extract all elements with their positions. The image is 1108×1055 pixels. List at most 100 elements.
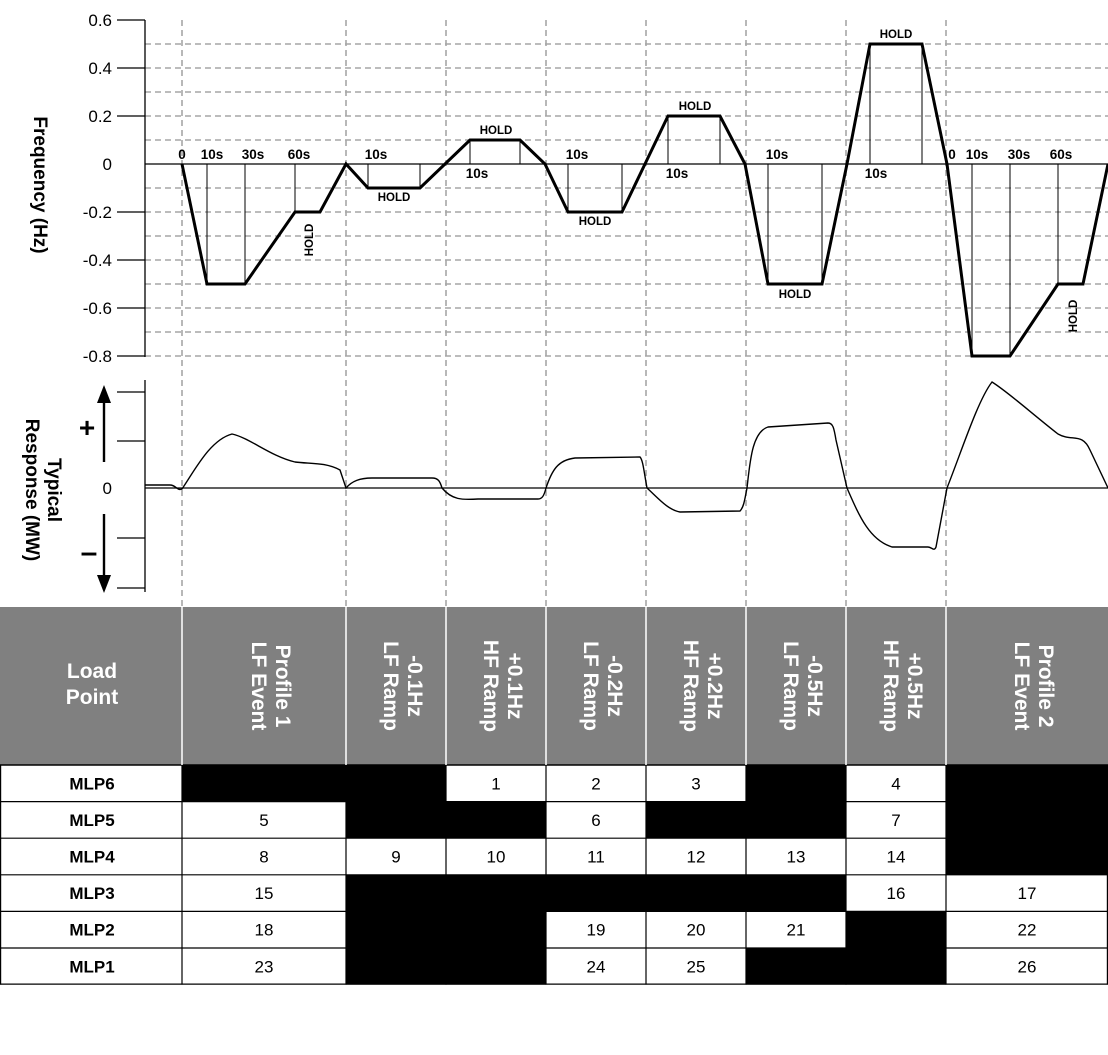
blocked-cell <box>446 801 546 839</box>
test-number: 4 <box>891 774 900 793</box>
test-number: 15 <box>255 884 274 903</box>
blocked-cell <box>346 911 446 948</box>
test-number: 7 <box>891 811 900 830</box>
row-label: MLP6 <box>69 774 114 793</box>
column-header-line1: LF Event <box>247 642 270 731</box>
test-number: 5 <box>259 811 268 830</box>
lf01-hold-label: HOLD <box>378 192 411 204</box>
test-cell <box>946 911 1108 948</box>
test-number: 24 <box>587 957 606 976</box>
test-cell <box>546 911 646 948</box>
p2-hold-label: HOLD <box>1068 300 1080 333</box>
hf05-time-10s: 10s <box>865 166 888 181</box>
hf02-time-10s: 10s <box>666 166 689 181</box>
freq-tick-0.6: 0.6 <box>88 11 112 30</box>
test-cell <box>846 765 946 802</box>
test-cell <box>746 838 846 875</box>
test-cell <box>546 838 646 875</box>
typical-response-line <box>145 381 1108 550</box>
hf05-hold-label: HOLD <box>880 29 913 41</box>
test-number: 19 <box>587 921 606 940</box>
column-header-line2: -0.5Hz <box>803 655 826 717</box>
blocked-cell <box>746 874 846 912</box>
row-label-cell <box>0 874 182 912</box>
response-axis-title-line1: Typical <box>43 458 64 522</box>
blocked-cell <box>346 801 446 839</box>
row-label-cell <box>0 948 182 985</box>
column-header-line1: HF Ramp <box>879 640 902 732</box>
column-header-line1: HF Ramp <box>679 640 702 732</box>
test-cell <box>546 801 646 839</box>
freq-tick-0: 0 <box>103 155 112 174</box>
test-number: 23 <box>255 957 274 976</box>
blocked-cell <box>346 948 446 985</box>
column-header-line1: LF Ramp <box>379 641 402 731</box>
p2-time-60s: 60s <box>1050 147 1073 162</box>
test-number: 12 <box>687 848 706 867</box>
frequency-profile-line <box>180 42 1108 358</box>
lf02-hold-label: HOLD <box>579 216 612 228</box>
blocked-cell <box>346 765 446 802</box>
row-label-cell <box>0 801 182 839</box>
blocked-cell <box>646 801 746 839</box>
hf02-hold-label: HOLD <box>679 101 712 113</box>
row-label: MLP2 <box>69 921 114 940</box>
test-cell <box>646 948 746 985</box>
test-number: 2 <box>591 774 600 793</box>
freq-tick-minus-0.6: -0.6 <box>83 299 112 318</box>
test-cell <box>646 838 746 875</box>
frequency-axis-title: Frequency (Hz) <box>29 116 50 253</box>
test-cell <box>182 838 346 875</box>
test-cell <box>646 765 746 802</box>
test-cell <box>546 948 646 985</box>
test-number: 18 <box>255 921 274 940</box>
test-number: 13 <box>787 848 806 867</box>
test-number: 21 <box>787 921 806 940</box>
response-axis-title-line2: Response (MW) <box>21 419 42 562</box>
blocked-cell <box>182 765 346 802</box>
blocked-cell <box>446 874 546 912</box>
lf01-time-10s: 10s <box>365 147 388 162</box>
blocked-cell <box>746 801 846 839</box>
blocked-cell <box>446 948 546 985</box>
column-header-line2: -0.2Hz <box>603 655 626 717</box>
row-label: MLP3 <box>69 884 114 903</box>
blocked-cell <box>746 948 846 985</box>
freq-tick-minus-0.2: -0.2 <box>83 203 112 222</box>
test-cell <box>946 948 1108 985</box>
test-matrix-table: Load Point LF Event Profile 1 LF Ramp -0.1H… <box>0 607 1108 985</box>
test-cell <box>446 838 546 875</box>
table-corner-line1: Load <box>67 660 117 683</box>
blocked-cell <box>846 948 946 985</box>
blocked-cell <box>846 911 946 948</box>
test-cell <box>446 765 546 802</box>
freq-tick-minus-0.8: -0.8 <box>83 347 112 366</box>
response-minus-sign: – <box>81 536 98 569</box>
row-label: MLP4 <box>69 848 115 867</box>
test-cell <box>546 765 646 802</box>
response-axis: + 0 – Typical Response (MW) <box>21 380 1108 593</box>
test-number: 3 <box>691 774 700 793</box>
test-cell <box>346 838 446 875</box>
blocked-cell <box>346 874 446 912</box>
test-number: 11 <box>587 848 605 867</box>
p1-time-10s: 10s <box>201 147 224 162</box>
blocked-cell <box>646 874 746 912</box>
column-header-line2: +0.5Hz <box>903 652 926 719</box>
test-cell <box>182 911 346 948</box>
lf02-time-10s: 10s <box>566 147 589 162</box>
blocked-cell <box>446 911 546 948</box>
p1-hold-label: HOLD <box>304 224 316 257</box>
column-header-line2: +0.1Hz <box>503 652 526 719</box>
hf01-time-10s: 10s <box>466 166 489 181</box>
test-number: 8 <box>259 848 268 867</box>
table-gridlines <box>0 607 1108 985</box>
row-label-cell <box>0 838 182 875</box>
row-label: MLP5 <box>69 811 114 830</box>
p2-time-0: 0 <box>948 147 956 162</box>
column-header-line1: HF Ramp <box>479 640 502 732</box>
column-header-line1: LF Ramp <box>779 641 802 731</box>
p1-time-0: 0 <box>178 147 186 162</box>
